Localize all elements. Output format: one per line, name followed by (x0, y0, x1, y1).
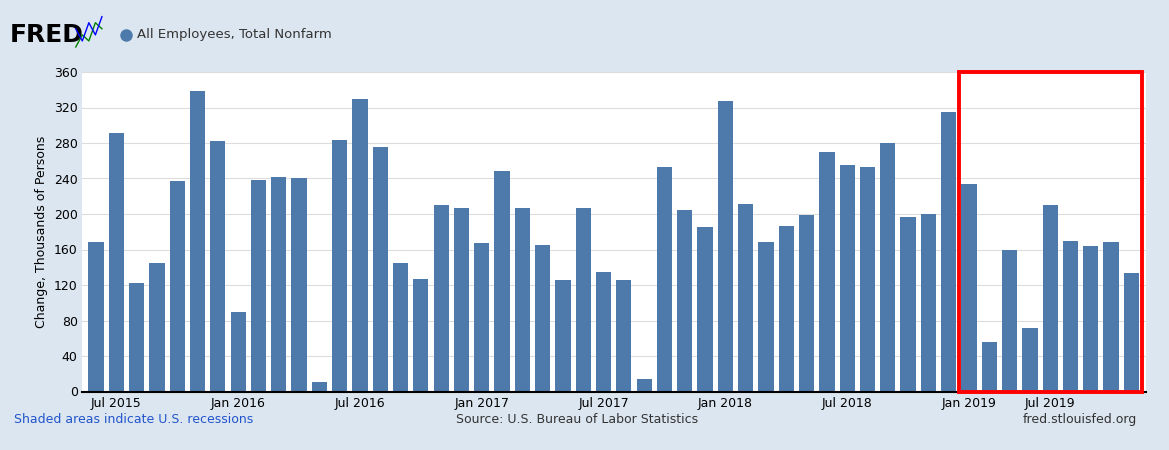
Bar (575, 208, 590, 392)
Bar (1022, 328, 1038, 392)
Bar (880, 143, 895, 392)
Bar (657, 167, 672, 392)
Bar (170, 181, 185, 392)
Bar (1084, 246, 1099, 392)
Bar (1104, 243, 1119, 392)
Bar (312, 382, 327, 392)
Bar (779, 226, 794, 392)
Bar (150, 263, 165, 392)
Bar (393, 263, 408, 392)
Bar (616, 280, 631, 392)
Bar (959, 72, 1142, 392)
Bar (860, 167, 876, 392)
Bar (1043, 205, 1058, 392)
Bar (677, 211, 692, 392)
Bar (210, 141, 226, 392)
Bar (109, 133, 124, 392)
Bar (189, 90, 206, 392)
Bar (332, 140, 347, 392)
Bar (494, 171, 510, 392)
Text: All Employees, Total Nonfarm: All Employees, Total Nonfarm (137, 28, 332, 41)
Bar (698, 227, 713, 392)
Y-axis label: Change, Thousands of Persons: Change, Thousands of Persons (35, 135, 48, 328)
Bar (839, 165, 855, 392)
Bar (798, 215, 814, 392)
Bar (596, 272, 611, 392)
Bar (921, 214, 936, 392)
Bar (454, 208, 469, 392)
Bar (1002, 249, 1017, 392)
Bar (251, 180, 267, 392)
Bar (738, 204, 753, 392)
Bar (352, 99, 367, 392)
Bar (555, 280, 570, 392)
Bar (1063, 241, 1078, 392)
Bar (271, 177, 286, 392)
Text: FRED: FRED (9, 23, 83, 47)
Bar (514, 208, 530, 392)
Bar (434, 205, 449, 392)
Bar (373, 148, 388, 392)
Bar (718, 101, 733, 392)
Bar (414, 279, 429, 392)
Text: Shaded areas indicate U.S. recessions: Shaded areas indicate U.S. recessions (14, 413, 254, 426)
Bar (230, 311, 245, 392)
Bar (129, 283, 144, 392)
Bar (961, 184, 976, 392)
Bar (637, 379, 652, 392)
Bar (1123, 273, 1139, 392)
Bar (89, 242, 104, 392)
Bar (900, 216, 915, 392)
Bar (941, 112, 956, 392)
Bar (535, 245, 551, 392)
Bar (982, 342, 997, 392)
Text: fred.stlouisfed.org: fred.stlouisfed.org (1023, 413, 1137, 426)
Bar (291, 179, 306, 392)
Bar (819, 152, 835, 392)
Bar (475, 243, 490, 392)
Text: Source: U.S. Bureau of Labor Statistics: Source: U.S. Bureau of Labor Statistics (456, 413, 698, 426)
Bar (759, 242, 774, 392)
